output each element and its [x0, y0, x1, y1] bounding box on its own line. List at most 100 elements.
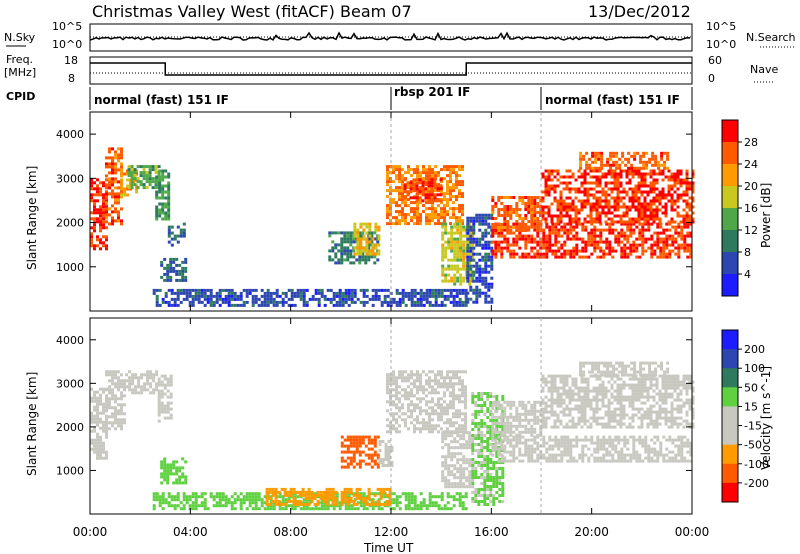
nave-label: Nave [750, 63, 778, 76]
plot-title: Christmas Valley West (fitACF) [92, 2, 335, 21]
colorbar-swatch [722, 349, 738, 369]
colorbar-swatch [722, 186, 738, 209]
nsearch-label: N.Search [746, 31, 796, 44]
colorbar-tick-label: -100 [744, 458, 769, 471]
heatmap-region-2 [105, 147, 123, 226]
xtick-label: 08:00 [273, 525, 308, 539]
cpid-strip: CPID normal (fast) 151 IF rbsp 201 IF no… [6, 85, 693, 110]
heatmap-region-13 [491, 435, 693, 463]
heatmap-region-14 [466, 213, 494, 304]
heatmap-region-2 [105, 370, 126, 434]
cpid-label: CPID [6, 90, 35, 103]
cpid-segment-3: normal (fast) 151 IF [545, 93, 680, 107]
power-ylabel: Slant Range [km] [25, 166, 39, 270]
velocity-colorbar: -200 -100 -50 -15 15 50 100 200 Velocity [m s^-… [721, 329, 773, 503]
velocity-colorbar-label: Velocity [m s^-1] [759, 366, 773, 470]
power-panel: 1000 2000 3000 4000 Slant Range [km] [25, 111, 695, 312]
heatmap-region-16 [579, 361, 670, 377]
colorbar-swatch [722, 368, 738, 388]
xtick-label: 16:00 [474, 525, 509, 539]
colorbar-tick-label: -15 [744, 420, 762, 433]
colorbar-tick-label: -50 [744, 439, 762, 452]
heatmap-region-5 [160, 457, 188, 485]
velocity-heatmap-cells [90, 361, 695, 511]
ytick-label: 3000 [56, 172, 84, 185]
heatmap-region-10 [353, 222, 381, 256]
beam-label: Beam 07 [340, 2, 412, 21]
heatmap-region-1 [90, 178, 108, 251]
nsky-panel: N.Sky 10^5 10^0 10^5 10^0 N.Search [4, 20, 796, 52]
freq-label-2: [MHz] [4, 66, 36, 79]
heatmap-region-6 [160, 257, 188, 282]
colorbar-tick-label: 8 [744, 246, 751, 259]
heatmap-region-7 [167, 222, 186, 247]
colorbar-tick-label: 4 [744, 268, 751, 281]
nsky-tick-bottom: 10^0 [52, 38, 82, 51]
nsearch-tick-top: 10^5 [706, 20, 736, 33]
heatmap-region-18 [579, 151, 670, 170]
colorbar-tick-label: 15 [744, 400, 758, 413]
colorbar-tick-label: 12 [744, 224, 758, 237]
ytick-label: 3000 [56, 377, 84, 390]
colorbar-swatch [722, 142, 738, 165]
colorbar-swatch [722, 164, 738, 187]
colorbar-swatch [722, 482, 738, 503]
heatmap-region-16 [491, 196, 543, 232]
colorbar-tick-label: 24 [744, 158, 758, 171]
freq-tick-bottom: 8 [68, 72, 75, 85]
colorbar-swatch [722, 387, 738, 407]
nsky-label: N.Sky [4, 31, 36, 44]
ytick-label: 2000 [56, 421, 84, 434]
freq-tick-top: 18 [64, 54, 78, 67]
power-colorbar-label: Power [dB] [759, 183, 773, 248]
nave-tick-bottom: 0 [708, 72, 715, 85]
heatmap-region-12 [403, 178, 443, 203]
heatmap-region-10 [386, 370, 467, 434]
colorbar-swatch [722, 406, 738, 427]
date-label: 13/Dec/2012 [588, 2, 691, 21]
heatmap-region-8 [152, 288, 468, 307]
freq-panel: Freq. [MHz] 18 8 60 0 Nave [4, 53, 778, 85]
colorbar-tick-label: 50 [744, 381, 758, 394]
colorbar-tick-label: 100 [744, 362, 765, 375]
heatmap-region-15 [541, 374, 695, 429]
heatmap-region-11 [441, 431, 475, 489]
nsky-tick-top: 10^5 [52, 20, 82, 33]
ytick-label: 2000 [56, 217, 84, 230]
ytick-label: 1000 [56, 261, 84, 274]
colorbar-swatch [722, 274, 738, 297]
ytick-label: 4000 [56, 128, 84, 141]
time-axis-label: Time UT [363, 541, 414, 554]
colorbar-swatch [722, 463, 738, 484]
freq-label-1: Freq. [6, 53, 33, 66]
colorbar-tick-label: -200 [744, 477, 769, 490]
colorbar-tick-label: 16 [744, 202, 758, 215]
cpid-segment-1: normal (fast) 151 IF [94, 93, 229, 107]
colorbar-swatch [722, 330, 738, 350]
velocity-panel: 1000 2000 3000 4000 Slant Range [km] [25, 317, 695, 515]
cpid-segment-2: rbsp 201 IF [394, 85, 470, 99]
power-colorbar: 4 8 12 16 20 24 28 Power [dB] [721, 119, 773, 297]
nave-tick-top: 60 [708, 54, 722, 67]
heatmap-region-9 [378, 440, 394, 467]
velocity-ylabel: Slant Range [km] [25, 372, 39, 476]
colorbar-tick-label: 200 [744, 343, 765, 356]
heatmap-region-3 [125, 370, 159, 395]
colorbar-tick-label: 28 [744, 136, 758, 149]
colorbar-tick-label: 20 [744, 180, 758, 193]
heatmap-region-17 [541, 169, 695, 224]
colorbar-swatch [722, 208, 738, 231]
heatmap-region-14 [491, 400, 543, 437]
heatmap-region-1 [90, 387, 108, 460]
ytick-label: 4000 [56, 334, 84, 347]
time-axis: 00:00 04:00 08:00 12:00 16:00 20:00 00:00 [73, 112, 709, 539]
xtick-label: 00:00 [73, 525, 108, 539]
colorbar-swatch [722, 120, 738, 143]
nsearch-tick-bottom: 10^0 [706, 38, 736, 51]
power-heatmap-cells [90, 147, 695, 307]
xtick-label: 04:00 [173, 525, 208, 539]
heatmap-region-7 [265, 487, 392, 506]
heatmap-region-8 [340, 435, 380, 469]
colorbar-swatch [722, 444, 738, 465]
heatmap-region-4 [157, 374, 173, 423]
